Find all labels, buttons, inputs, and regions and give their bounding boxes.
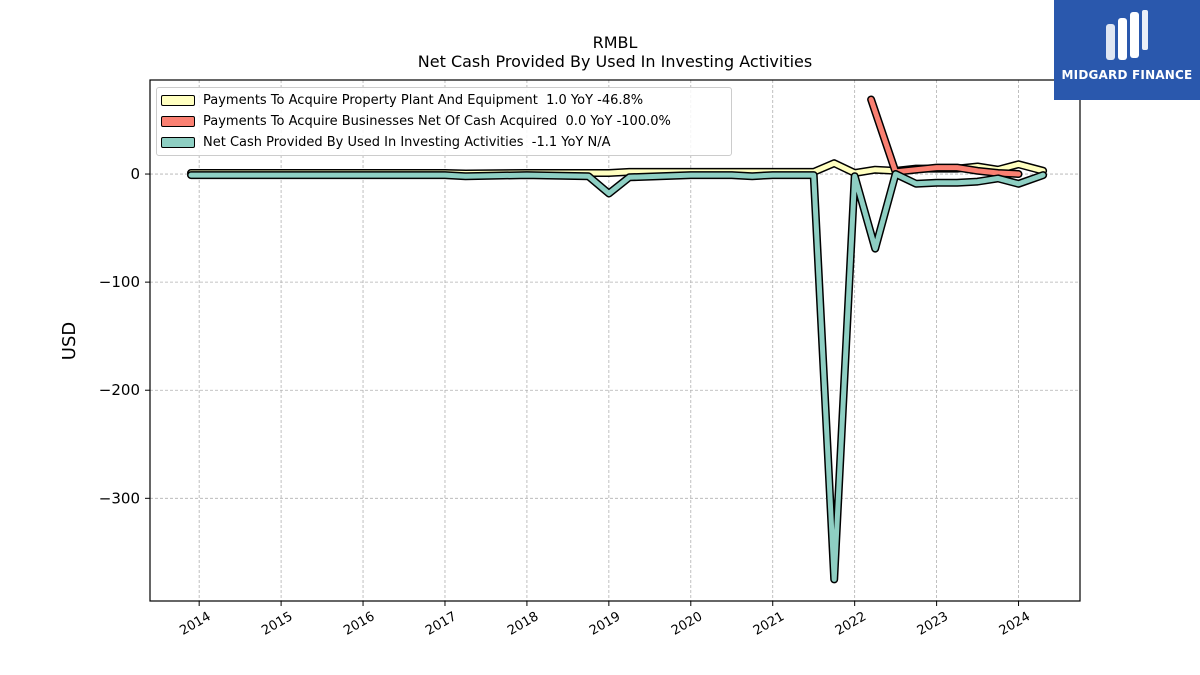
y-tick-label: −100 [99, 273, 140, 291]
brand-name: MIDGARD FINANCE [1061, 68, 1193, 82]
series-layer [187, 95, 1048, 584]
legend-item-net-cash: Net Cash Provided By Used In Investing A… [161, 133, 611, 151]
x-tick-label: 2021 [751, 609, 787, 639]
x-tick-label: 2023 [915, 609, 951, 639]
x-tick-label: 2016 [341, 609, 377, 639]
x-tick-label: 2024 [997, 609, 1033, 639]
y-axis-label: USD [59, 322, 80, 360]
x-tick-label: 2015 [259, 609, 295, 639]
legend-label-ppe: Payments To Acquire Property Plant And E… [203, 92, 644, 108]
x-tick-label: 2014 [177, 609, 213, 639]
x-tick-label: 2020 [669, 609, 705, 639]
series-outline-2 [187, 170, 1048, 584]
x-tick-label: 2017 [423, 609, 459, 639]
legend-swatch-net-cash [161, 136, 195, 148]
brand-logo: MIDGARD FINANCE [1054, 0, 1200, 100]
legend-label-businesses: Payments To Acquire Businesses Net Of Ca… [203, 113, 671, 129]
chart-subtitle: Net Cash Provided By Used In Investing A… [417, 52, 813, 71]
y-tick-label: −300 [99, 489, 140, 507]
x-tick-label: 2018 [505, 609, 541, 639]
legend-swatch-businesses [161, 115, 195, 127]
legend-label-net-cash: Net Cash Provided By Used In Investing A… [203, 134, 611, 150]
series-line-2 [188, 171, 1046, 582]
x-tick-label: 2022 [833, 609, 869, 639]
grid-lines [150, 80, 1080, 601]
x-tick-label: 2019 [587, 609, 623, 639]
plot-area-frame [149, 79, 1081, 602]
legend-item-ppe: Payments To Acquire Property Plant And E… [161, 91, 643, 109]
series-line-1 [868, 97, 1021, 177]
y-tick-label: 0 [130, 165, 140, 183]
axis-ticks: 2014 2015 2016 2017 2018 2019 2020 2021 2022 2023… [99, 165, 1033, 639]
chart-title: RMBL [592, 33, 638, 52]
brand-mark-icon [1106, 10, 1148, 60]
legend-swatch-ppe [161, 94, 195, 106]
y-tick-label: −200 [99, 381, 140, 399]
legend: Payments To Acquire Property Plant And E… [156, 87, 732, 156]
legend-item-businesses: Payments To Acquire Businesses Net Of Ca… [161, 112, 671, 130]
